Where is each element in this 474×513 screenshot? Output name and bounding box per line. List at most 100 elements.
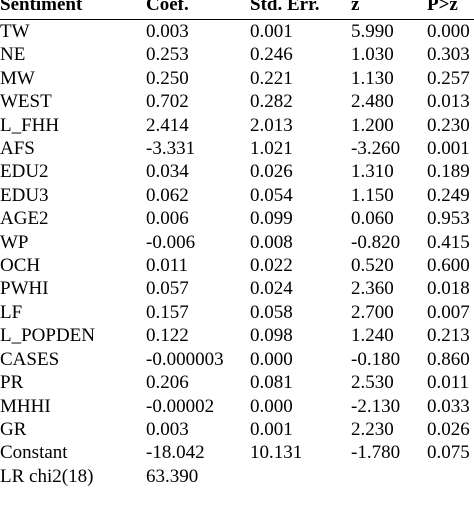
z-cell: 2.360: [351, 278, 394, 300]
table-row: L_FHH 2.414 2.013 1.200 0.230: [0, 114, 474, 137]
z-cell: -0.180: [351, 348, 401, 370]
std-err-cell: 0.054: [250, 184, 293, 206]
header-coef: Coef.: [146, 0, 189, 15]
p-value-cell: 0.007: [427, 301, 470, 323]
std-err-cell: 1.021: [250, 138, 293, 160]
variable-cell: MHHI: [0, 395, 51, 417]
std-err-cell: 0.282: [250, 91, 293, 113]
z-cell: 1.150: [351, 184, 394, 206]
z-cell: 2.230: [351, 418, 394, 440]
variable-cell: L_FHH: [0, 114, 60, 136]
variable-cell: OCH: [0, 255, 41, 277]
variable-cell: WEST: [0, 91, 52, 113]
p-value-cell: 0.026: [427, 418, 470, 440]
z-cell: 2.530: [351, 372, 394, 394]
p-value-cell: [427, 465, 474, 488]
coef-cell: 0.006: [146, 208, 189, 230]
std-err-cell: 0.058: [250, 301, 293, 323]
z-cell: 1.310: [351, 161, 394, 183]
std-err-cell: 0.024: [250, 278, 293, 300]
table-row: AGE2 0.006 0.099 0.060 0.953: [0, 207, 474, 230]
p-value-cell: 0.000: [427, 21, 470, 42]
coef-cell: -0.006: [146, 231, 196, 253]
p-value-cell: 0.953: [427, 208, 470, 230]
variable-cell: GR: [0, 418, 27, 440]
std-err-cell: [250, 465, 351, 488]
p-value-cell: 0.011: [427, 372, 470, 394]
z-cell: [351, 465, 427, 488]
std-err-cell: 0.098: [250, 325, 293, 347]
p-value-cell: 0.075: [427, 442, 470, 464]
variable-cell: LR chi2(18): [0, 465, 94, 487]
p-value-cell: 0.189: [427, 161, 470, 183]
std-err-cell: 0.022: [250, 255, 293, 277]
variable-cell: MW: [0, 67, 35, 89]
variable-cell: PWHI: [0, 278, 49, 300]
p-value-cell: 0.033: [427, 395, 470, 417]
z-cell: 1.200: [351, 114, 394, 136]
p-value-cell: 0.013: [427, 91, 470, 113]
variable-cell: EDU2: [0, 161, 49, 183]
p-value-cell: 0.600: [427, 255, 470, 277]
table-row: WP -0.006 0.008 -0.820 0.415: [0, 231, 474, 254]
variable-cell: TW: [0, 21, 30, 42]
regression-table: Sentiment Coef. Std. Err. z P>z TW 0.003 0…: [0, 0, 474, 489]
z-cell: -1.780: [351, 442, 401, 464]
coef-cell: 0.003: [146, 21, 189, 42]
header-z: z: [351, 0, 360, 15]
header-sentiment: Sentiment: [0, 0, 83, 15]
coef-cell: 0.250: [146, 67, 189, 89]
z-cell: 1.030: [351, 44, 394, 66]
table-row: AFS -3.331 1.021 -3.260 0.001: [0, 137, 474, 160]
p-value-cell: 0.257: [427, 67, 470, 89]
table-row: CASES -0.000003 0.000 -0.180 0.860: [0, 348, 474, 371]
std-err-cell: 0.008: [250, 231, 293, 253]
table-row: LF 0.157 0.058 2.700 0.007: [0, 301, 474, 324]
table-row: MHHI -0.00002 0.000 -2.130 0.033: [0, 395, 474, 418]
table-body: TW 0.003 0.001 5.990 0.000 NE 0.253 0.246 1.030 0…: [0, 20, 474, 489]
std-err-cell: 0.026: [250, 161, 293, 183]
coef-cell: 0.122: [146, 325, 189, 347]
coef-cell: -18.042: [146, 442, 205, 464]
p-value-cell: 0.018: [427, 278, 470, 300]
coef-cell: 0.206: [146, 372, 189, 394]
coef-cell: 0.253: [146, 44, 189, 66]
coef-cell: 63.390: [146, 465, 199, 487]
p-value-cell: 0.249: [427, 184, 470, 206]
variable-cell: L_POPDEN: [0, 325, 96, 347]
variable-cell: CASES: [0, 348, 60, 370]
table-row: PR 0.206 0.081 2.530 0.011: [0, 371, 474, 394]
header-p-value: P>z: [427, 0, 458, 15]
variable-cell: AFS: [0, 138, 35, 160]
coef-cell: 0.062: [146, 184, 189, 206]
table-row: NE 0.253 0.246 1.030 0.303: [0, 43, 474, 66]
table-row: L_POPDEN 0.122 0.098 1.240 0.213: [0, 324, 474, 347]
z-cell: 0.060: [351, 208, 394, 230]
variable-cell: NE: [0, 44, 26, 66]
coef-cell: 0.702: [146, 91, 189, 113]
coef-cell: 0.003: [146, 418, 189, 440]
std-err-cell: 0.000: [250, 395, 293, 417]
table-row: WEST 0.702 0.282 2.480 0.013: [0, 90, 474, 113]
p-value-cell: 0.213: [427, 325, 470, 347]
z-cell: 2.480: [351, 91, 394, 113]
table-row: LR chi2(18) 63.390: [0, 465, 474, 488]
table-row: OCH 0.011 0.022 0.520 0.600: [0, 254, 474, 277]
table-row: PWHI 0.057 0.024 2.360 0.018: [0, 277, 474, 300]
p-value-cell: 0.001: [427, 138, 470, 160]
z-cell: -2.130: [351, 395, 401, 417]
table-row: Constant -18.042 10.131 -1.780 0.075: [0, 441, 474, 464]
coef-cell: 0.011: [146, 255, 189, 277]
std-err-cell: 0.000: [250, 348, 293, 370]
coef-cell: -0.000003: [146, 348, 224, 370]
variable-cell: EDU3: [0, 184, 49, 206]
z-cell: -0.820: [351, 231, 401, 253]
z-cell: 1.240: [351, 325, 394, 347]
z-cell: 2.700: [351, 301, 394, 323]
variable-cell: AGE2: [0, 208, 49, 230]
variable-cell: PR: [0, 372, 24, 394]
p-value-cell: 0.230: [427, 114, 470, 136]
z-cell: 0.520: [351, 255, 394, 277]
p-value-cell: 0.303: [427, 44, 470, 66]
